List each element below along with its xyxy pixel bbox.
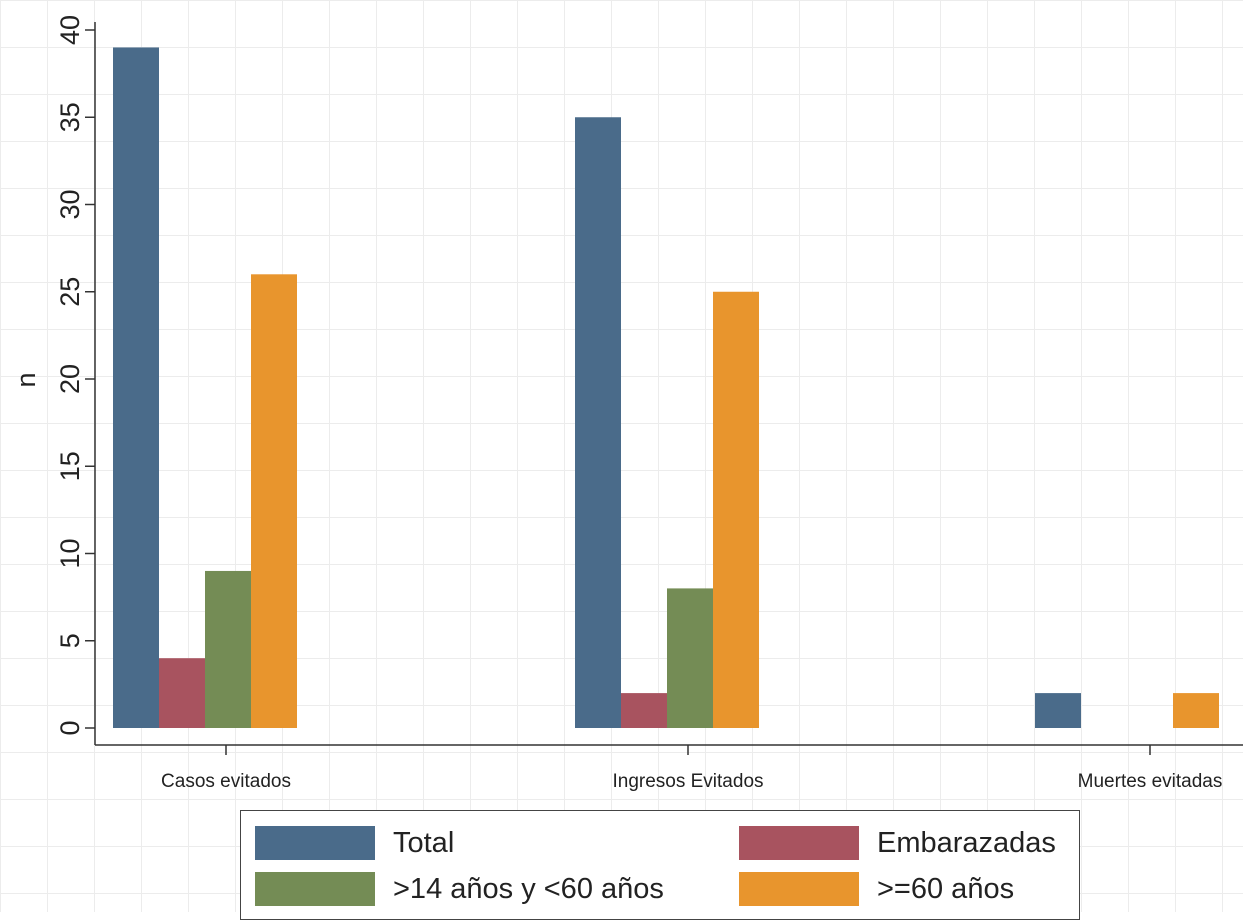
y-tick-label-25: 25 bbox=[55, 277, 85, 307]
legend-swatch-embarazadas bbox=[739, 826, 859, 860]
y-tick-label-0: 0 bbox=[55, 720, 85, 735]
bar-muertes-evitadas-60-a-os bbox=[1173, 693, 1219, 728]
y-tick-label-40: 40 bbox=[55, 15, 85, 45]
bar-ingresos-evitados-14-a-os-y-60-a-os bbox=[667, 588, 713, 728]
bar-ingresos-evitados-embarazadas bbox=[621, 693, 667, 728]
y-tick-label-30: 30 bbox=[55, 189, 85, 219]
y-axis-title: n bbox=[11, 372, 41, 387]
y-tick-label-15: 15 bbox=[55, 451, 85, 481]
bar-muertes-evitadas-total bbox=[1035, 693, 1081, 728]
y-tick-label-10: 10 bbox=[55, 538, 85, 568]
bar-ingresos-evitados-total bbox=[575, 117, 621, 728]
bar-ingresos-evitados-60-a-os bbox=[713, 291, 759, 728]
x-tick-label-casos-evitados: Casos evitados bbox=[161, 771, 291, 792]
legend-swatch-60-plus bbox=[739, 872, 859, 906]
legend-swatch-14-60 bbox=[255, 872, 375, 906]
bar-casos-evitados-14-a-os-y-60-a-os bbox=[205, 570, 251, 728]
legend-label-total: Total bbox=[393, 826, 455, 859]
y-tick-label-20: 20 bbox=[55, 364, 85, 394]
x-tick-label-muertes-evitadas: Muertes evitadas bbox=[1078, 771, 1223, 792]
bars-layer bbox=[113, 47, 1219, 728]
legend-item-total: Total bbox=[255, 823, 454, 863]
legend-label-14-60: >14 años y <60 años bbox=[393, 872, 664, 905]
axes-layer: 0 5 10 15 20 25 30 35 40 n Casos evitados Ingresos … bbox=[11, 15, 1243, 792]
legend-label-60-plus: >=60 años bbox=[877, 872, 1015, 905]
legend-swatch-total bbox=[255, 826, 375, 860]
bar-casos-evitados-60-a-os bbox=[251, 274, 297, 728]
legend-label-embarazadas: Embarazadas bbox=[877, 826, 1056, 859]
legend-item-14-60: >14 años y <60 años bbox=[255, 869, 664, 909]
legend-item-60-plus: >=60 años bbox=[739, 869, 1014, 909]
legend: Total Embarazadas >14 años y <60 años >=… bbox=[240, 810, 1080, 920]
bar-casos-evitados-embarazadas bbox=[159, 658, 205, 728]
y-tick-label-5: 5 bbox=[55, 633, 85, 648]
y-tick-label-35: 35 bbox=[55, 102, 85, 132]
legend-item-embarazadas: Embarazadas bbox=[739, 823, 1056, 863]
x-tick-label-ingresos-evitados: Ingresos Evitados bbox=[612, 771, 763, 792]
bar-casos-evitados-total bbox=[113, 47, 159, 728]
